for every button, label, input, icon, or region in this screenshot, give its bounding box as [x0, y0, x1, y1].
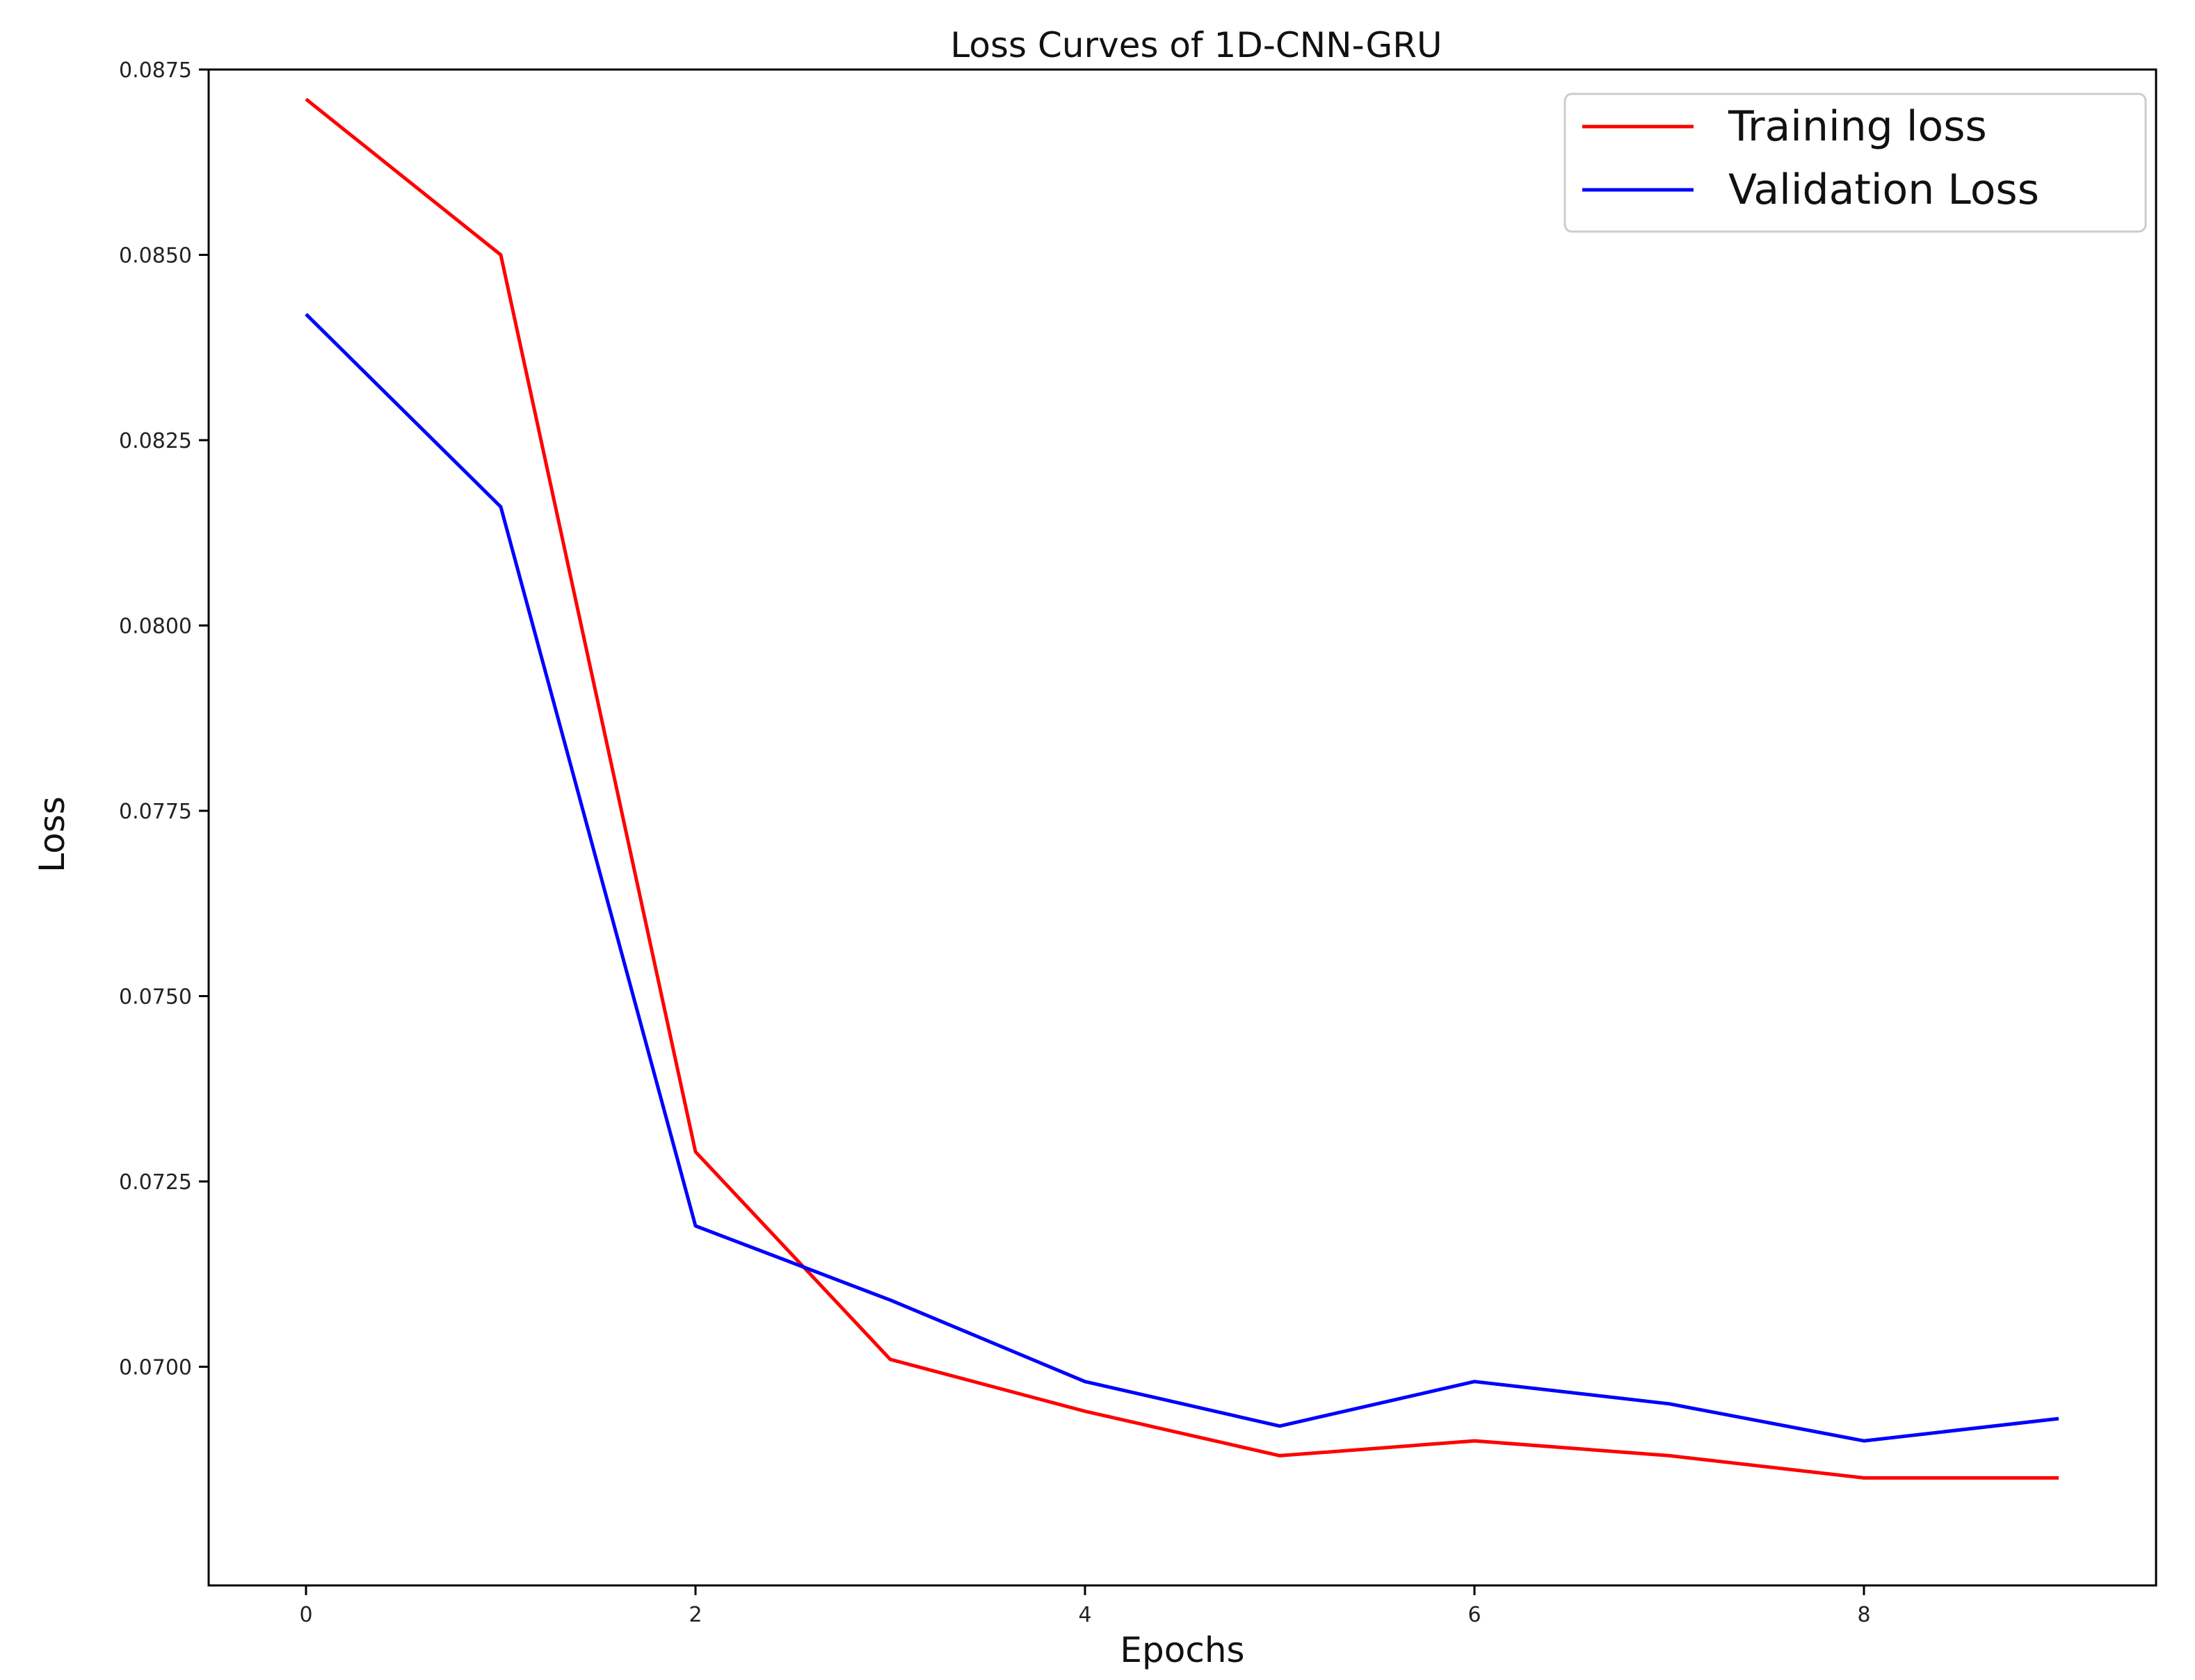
legend-box — [1563, 92, 2147, 233]
x-tick-label: 4 — [1078, 1603, 1091, 1627]
y-tick-label: 0.0775 — [119, 800, 192, 824]
y-tick-label: 0.0725 — [119, 1170, 192, 1195]
series-layer — [305, 97, 2059, 1480]
y-tick-label: 0.0825 — [119, 429, 192, 453]
y-axis-title: Loss — [32, 796, 72, 873]
x-axis: 0 2 4 6 8 — [299, 1585, 1871, 1627]
y-axis: 0.0700 0.0725 0.0750 0.0775 0.0800 0.0825 0.08… — [119, 58, 209, 1380]
x-tick-label: 2 — [689, 1603, 702, 1627]
x-axis-title: Epochs — [1120, 1630, 1244, 1670]
legend: Training loss Validation Loss — [1563, 92, 2147, 233]
training-loss-line — [305, 97, 2059, 1480]
x-tick-label: 8 — [1857, 1603, 1870, 1627]
validation-loss-line — [305, 313, 2059, 1443]
y-tick-label: 0.0850 — [119, 244, 192, 268]
legend-label-validation: Validation Loss — [1728, 165, 2039, 214]
legend-label-training: Training loss — [1728, 102, 1987, 151]
y-tick-label: 0.0750 — [119, 985, 192, 1010]
x-tick-label: 6 — [1468, 1603, 1481, 1627]
x-tick-label: 0 — [299, 1603, 312, 1627]
y-tick-label: 0.0875 — [119, 58, 192, 83]
y-tick-label: 0.0700 — [119, 1356, 192, 1380]
plot-frame — [207, 68, 2157, 1587]
y-tick-label: 0.0800 — [119, 615, 192, 639]
chart-title: Loss Curves of 1D-CNN-GRU — [950, 25, 1442, 65]
